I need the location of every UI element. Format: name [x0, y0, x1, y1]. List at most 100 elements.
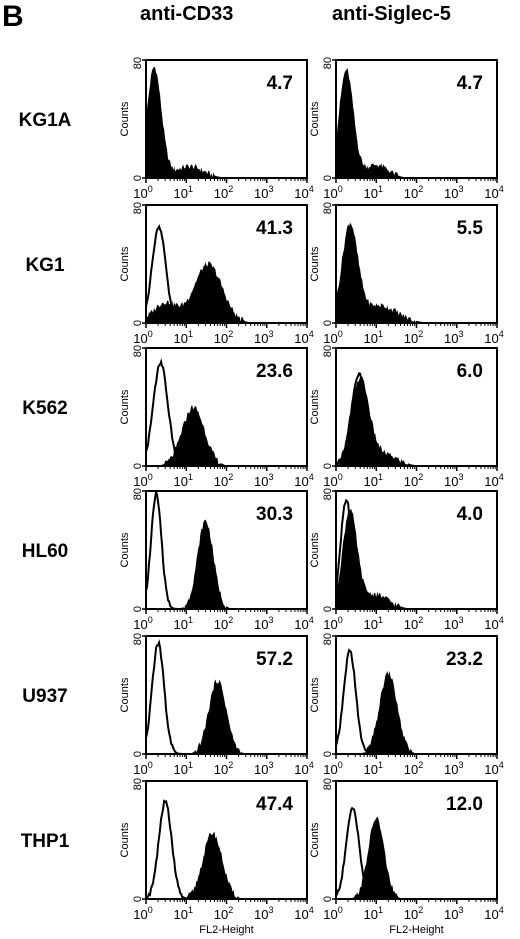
kg1a-cd33-y-axis-label: Counts: [119, 101, 131, 136]
kg1-cd33-x-tick-label: 100: [133, 329, 152, 346]
kg1-cd33-x-tick-label: 103: [254, 329, 273, 346]
kg1a-siglec5-x-tick-label: 101: [364, 184, 383, 201]
kg1-cd33-filled-histogram: [146, 261, 307, 323]
thp1-siglec5-y-tick-label: 80: [322, 778, 334, 790]
thp1-siglec5-y-axis-label: Counts: [309, 822, 321, 857]
u937-cd33-y-tick-label: 80: [132, 633, 144, 645]
u937-siglec5-x-tick-label: 104: [484, 760, 503, 777]
k562-cd33-x-tick-label: 103: [254, 472, 273, 489]
thp1-siglec5-x-tick-label: 100: [323, 905, 342, 922]
hl60-cd33-y-tick-label: 80: [132, 488, 144, 500]
thp1-siglec5-filled-histogram: [336, 816, 497, 899]
k562-cd33-y-tick-label: 80: [132, 345, 144, 357]
k562-cd33-percent-value: 23.6: [256, 361, 293, 382]
u937-cd33-percent-value: 57.2: [256, 649, 293, 670]
u937-cd33-x-tick-label: 100: [133, 760, 152, 777]
hl60-cd33-filled-histogram: [146, 519, 307, 609]
kg1a-siglec5-filled-histogram: [336, 67, 497, 178]
hl60-cd33-x-tick-label: 102: [214, 615, 233, 632]
kg1a-siglec5-x-tick-label: 103: [444, 184, 463, 201]
kg1-siglec5-y-axis-label: Counts: [309, 246, 321, 281]
u937-cd33-filled-histogram: [146, 679, 307, 754]
thp1-cd33-x-tick-label: 100: [133, 905, 152, 922]
kg1a-siglec5-percent-value: 4.7: [457, 73, 483, 94]
kg1a-siglec5-x-tick-label: 102: [404, 184, 423, 201]
row-label-kg1a: KG1A: [19, 110, 72, 131]
thp1-cd33-x-tick-label: 104: [294, 905, 313, 922]
thp1-cd33-x-tick-label: 101: [174, 905, 193, 922]
panel-letter: B: [2, 0, 24, 33]
thp1-siglec5-x-tick-label: 104: [484, 905, 503, 922]
thp1-siglec5-x-axis-label: FL2-Height: [389, 924, 443, 936]
column-header-siglec5: anti-Siglec-5: [332, 3, 451, 25]
thp1-cd33-filled-histogram: [146, 831, 307, 899]
k562-cd33-x-tick-label: 100: [133, 472, 152, 489]
k562-cd33-x-tick-label: 102: [214, 472, 233, 489]
thp1-siglec5-percent-value: 12.0: [446, 794, 483, 815]
hl60-siglec5-x-tick-label: 101: [364, 615, 383, 632]
k562-siglec5-x-tick-label: 104: [484, 472, 503, 489]
row-label-hl60: HL60: [22, 541, 68, 562]
hl60-siglec5-filled-histogram: [336, 508, 497, 609]
thp1-cd33-x-axis-label: FL2-Height: [199, 924, 253, 936]
kg1a-siglec5-y-tick-label: 0: [322, 175, 334, 181]
kg1-cd33-y-tick-label: 80: [132, 202, 144, 214]
kg1a-siglec5-y-tick-label: 80: [322, 57, 334, 69]
thp1-cd33-percent-value: 47.4: [256, 794, 293, 815]
k562-cd33-filled-histogram: [146, 405, 307, 466]
u937-siglec5-y-tick-label: 0: [322, 751, 334, 757]
thp1-cd33-y-tick-label: 80: [132, 778, 144, 790]
kg1-siglec5-y-tick-label: 80: [322, 202, 334, 214]
hl60-cd33-x-tick-label: 103: [254, 615, 273, 632]
k562-cd33-x-tick-label: 104: [294, 472, 313, 489]
u937-siglec5-y-tick-label: 80: [322, 633, 334, 645]
u937-cd33-x-tick-label: 104: [294, 760, 313, 777]
k562-siglec5-x-tick-label: 102: [404, 472, 423, 489]
u937-cd33-x-tick-label: 101: [174, 760, 193, 777]
kg1a-cd33-y-tick-label: 80: [132, 57, 144, 69]
k562-siglec5-x-tick-label: 100: [323, 472, 342, 489]
hl60-cd33-x-tick-label: 100: [133, 615, 152, 632]
hl60-siglec5-x-tick-label: 103: [444, 615, 463, 632]
u937-siglec5-x-tick-label: 101: [364, 760, 383, 777]
u937-siglec5-y-axis-label: Counts: [309, 677, 321, 712]
row-label-u937: U937: [22, 686, 67, 707]
kg1a-cd33-x-tick-label: 104: [294, 184, 313, 201]
k562-siglec5-x-tick-label: 103: [444, 472, 463, 489]
kg1-siglec5-x-tick-label: 100: [323, 329, 342, 346]
hl60-siglec5-x-tick-label: 102: [404, 615, 423, 632]
k562-siglec5-percent-value: 6.0: [457, 361, 483, 382]
kg1-siglec5-y-tick-label: 0: [322, 320, 334, 326]
u937-cd33-y-tick-label: 0: [132, 751, 144, 757]
k562-cd33-x-tick-label: 101: [174, 472, 193, 489]
row-label-k562: K562: [22, 398, 67, 419]
kg1a-cd33-y-tick-label: 0: [132, 175, 144, 181]
column-header-cd33: anti-CD33: [140, 3, 234, 25]
hl60-cd33-x-tick-label: 104: [294, 615, 313, 632]
hl60-siglec5-y-axis-label: Counts: [309, 532, 321, 567]
u937-siglec5-x-tick-label: 102: [404, 760, 423, 777]
row-label-thp1: THP1: [21, 831, 70, 852]
thp1-siglec5-y-tick-label: 0: [322, 896, 334, 902]
hl60-siglec5-percent-value: 4.0: [457, 504, 483, 525]
thp1-cd33-y-tick-label: 0: [132, 896, 144, 902]
k562-cd33-y-axis-label: Counts: [119, 389, 131, 424]
hl60-cd33-y-tick-label: 0: [132, 606, 144, 612]
thp1-cd33-y-axis-label: Counts: [119, 822, 131, 857]
kg1-cd33-x-tick-label: 101: [174, 329, 193, 346]
kg1-cd33-x-tick-label: 102: [214, 329, 233, 346]
kg1-siglec5-x-tick-label: 101: [364, 329, 383, 346]
kg1a-siglec5-y-axis-label: Counts: [309, 101, 321, 136]
u937-siglec5-percent-value: 23.2: [446, 649, 483, 670]
hl60-siglec5-y-tick-label: 0: [322, 606, 334, 612]
thp1-siglec5-x-tick-label: 101: [364, 905, 383, 922]
kg1-siglec5-x-tick-label: 103: [444, 329, 463, 346]
kg1-siglec5-filled-histogram: [336, 222, 497, 323]
k562-siglec5-y-axis-label: Counts: [309, 389, 321, 424]
thp1-cd33-x-tick-label: 102: [214, 905, 233, 922]
k562-siglec5-y-tick-label: 80: [322, 345, 334, 357]
k562-siglec5-filled-histogram: [336, 376, 497, 466]
kg1-siglec5-x-tick-label: 104: [484, 329, 503, 346]
kg1a-cd33-x-tick-label: 102: [214, 184, 233, 201]
